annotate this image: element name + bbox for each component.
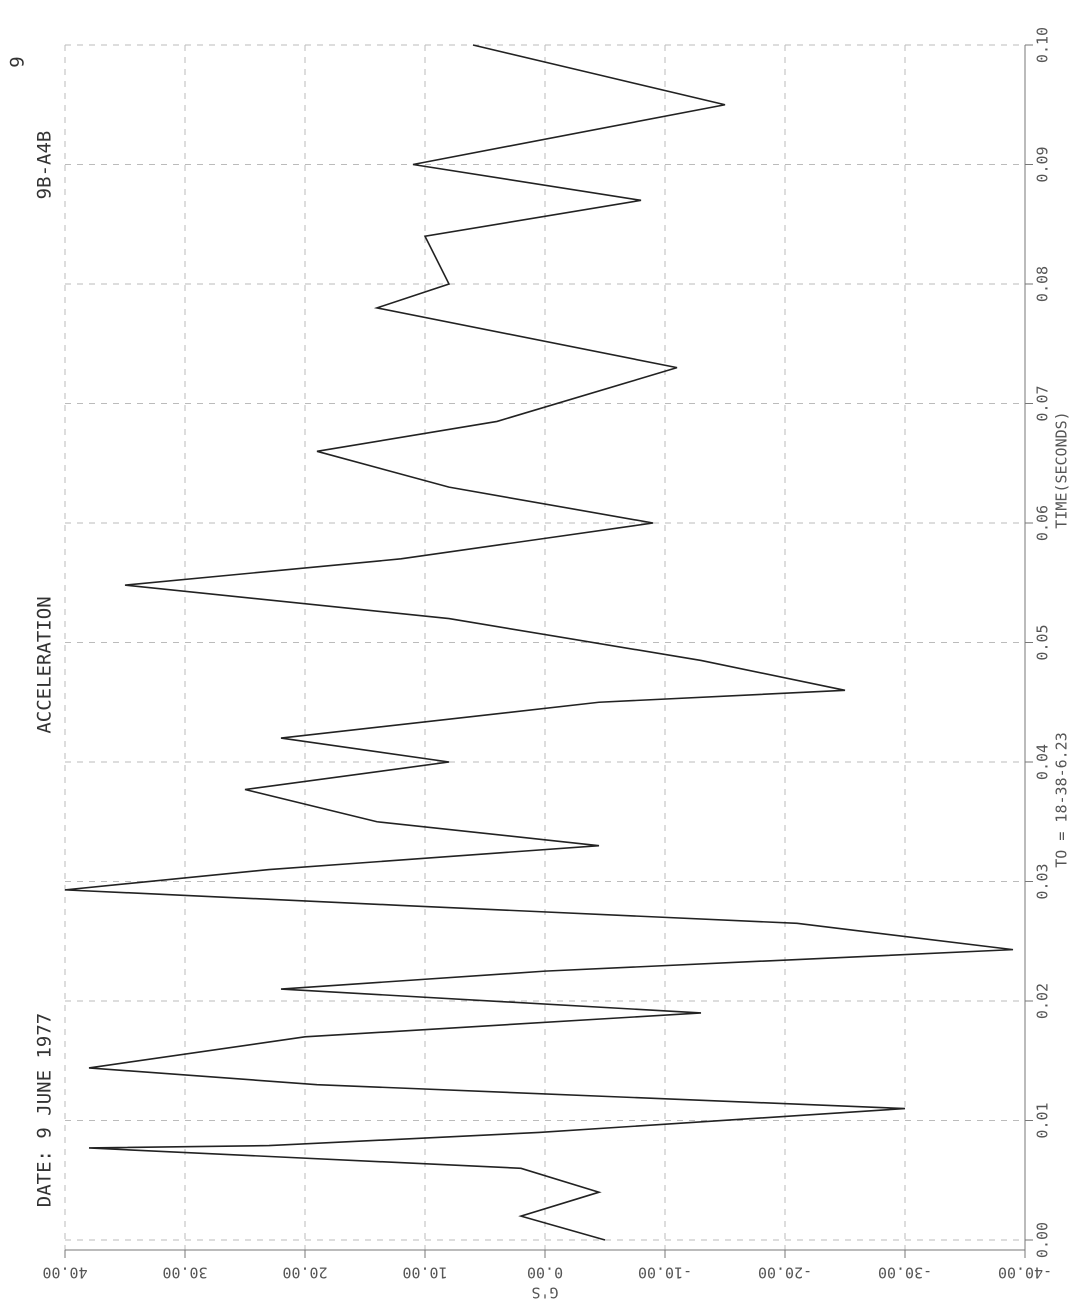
y-tick-label: -40.00 — [998, 1264, 1052, 1282]
x-tick-label: 0.07 — [1034, 385, 1052, 421]
y-axis-label: G'S — [531, 1284, 558, 1302]
x-tick-label: 0.04 — [1034, 744, 1052, 780]
y-tick-label: -20.00 — [758, 1264, 812, 1282]
y-tick-label: 10.00 — [402, 1264, 447, 1282]
data-line — [64, 44, 1014, 1241]
y-tick-label: 40.00 — [42, 1264, 87, 1282]
x-tick-label: 0.00 — [1034, 1222, 1052, 1258]
x-tick-label: 0.03 — [1034, 863, 1052, 899]
y-tick-label: 0.00 — [527, 1264, 563, 1282]
test-id: 9B-A4B — [34, 131, 56, 200]
x-tick-label: 0.05 — [1034, 624, 1052, 660]
date-label: DATE: 9 JUNE 1977 — [34, 1013, 56, 1207]
y-tick-label: -10.00 — [638, 1264, 692, 1282]
x-tick-label: 0.10 — [1034, 27, 1052, 63]
page-number: 9 — [7, 56, 29, 67]
x-tick-label: 0.09 — [1034, 146, 1052, 182]
y-tick-label: 20.00 — [282, 1264, 327, 1282]
x-axis-label: TIME(SECONDS) — [1053, 411, 1071, 528]
x-tick-label: 0.01 — [1034, 1102, 1052, 1138]
x-tick-label: 0.06 — [1034, 505, 1052, 541]
x-tick-label: 0.08 — [1034, 266, 1052, 302]
time-zero-label: TO = 18-38-6.23 — [1053, 732, 1071, 867]
x-tick-label: 0.02 — [1034, 983, 1052, 1019]
y-tick-label: 30.00 — [162, 1264, 207, 1282]
y-tick-label: -30.00 — [878, 1264, 932, 1282]
chart-title: ACCELERATION — [34, 596, 56, 733]
